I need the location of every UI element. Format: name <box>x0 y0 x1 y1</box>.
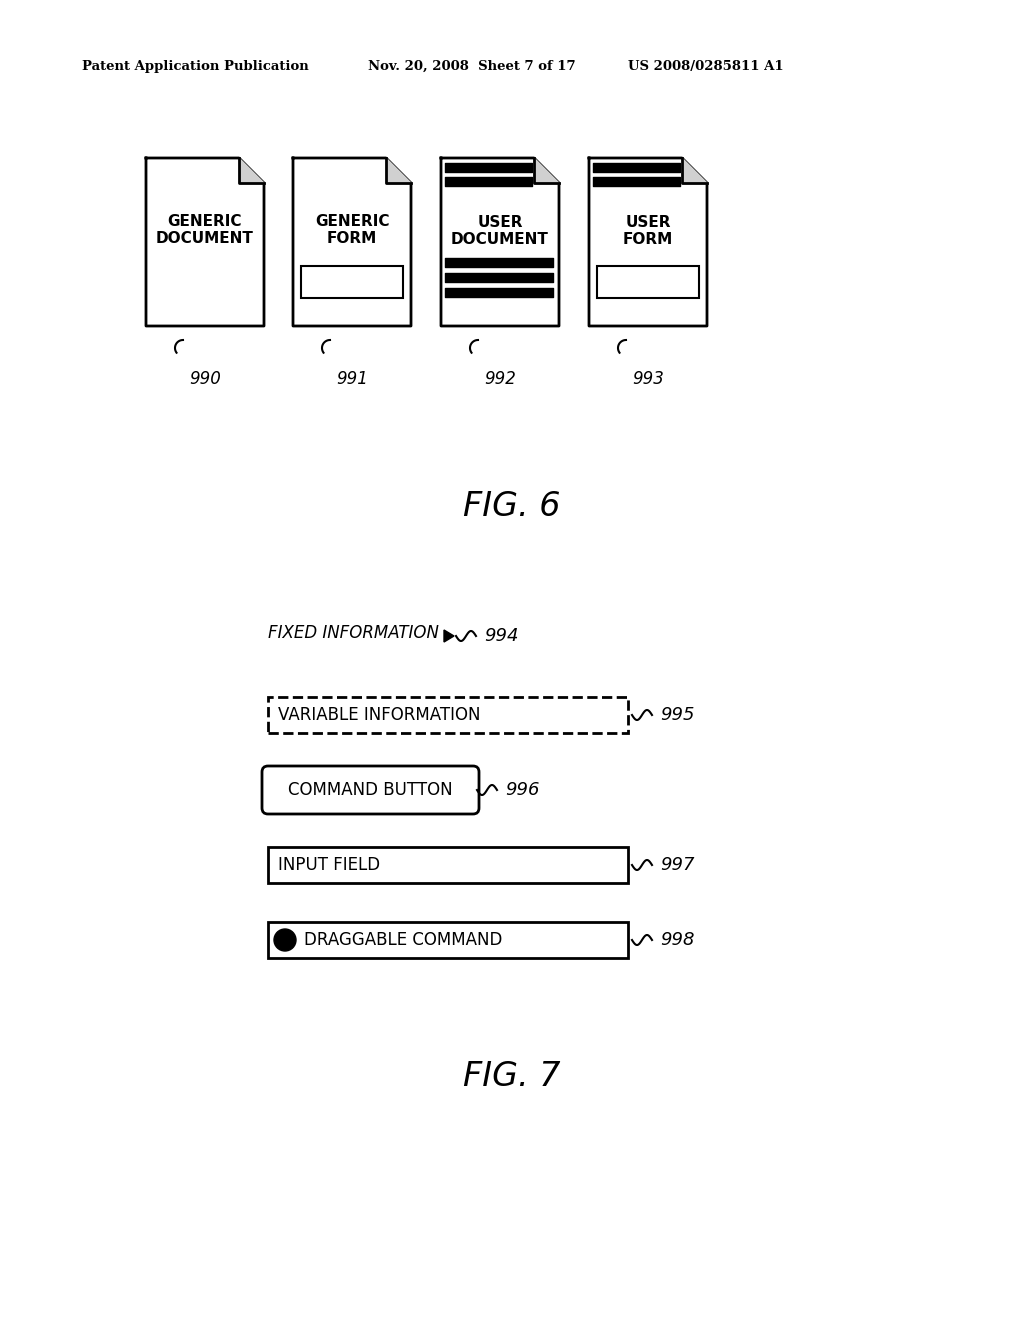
Polygon shape <box>386 158 411 183</box>
Text: 992: 992 <box>484 370 516 388</box>
Text: FIG. 6: FIG. 6 <box>463 490 561 523</box>
Text: Nov. 20, 2008  Sheet 7 of 17: Nov. 20, 2008 Sheet 7 of 17 <box>368 59 575 73</box>
Text: FIG. 7: FIG. 7 <box>463 1060 561 1093</box>
Polygon shape <box>441 158 559 326</box>
Text: DRAGGABLE COMMAND: DRAGGABLE COMMAND <box>304 931 503 949</box>
Polygon shape <box>534 158 559 183</box>
Polygon shape <box>239 158 264 183</box>
Text: USER
DOCUMENT: USER DOCUMENT <box>451 215 549 247</box>
Text: 990: 990 <box>189 370 221 388</box>
Text: GENERIC
FORM: GENERIC FORM <box>314 214 389 247</box>
Text: Patent Application Publication: Patent Application Publication <box>82 59 309 73</box>
Bar <box>597 267 699 298</box>
Text: 993: 993 <box>632 370 664 388</box>
Text: VARIABLE INFORMATION: VARIABLE INFORMATION <box>278 706 480 723</box>
Text: 995: 995 <box>660 706 694 723</box>
Text: US 2008/0285811 A1: US 2008/0285811 A1 <box>628 59 783 73</box>
Bar <box>268 921 628 958</box>
Text: USER
FORM: USER FORM <box>623 215 673 247</box>
Text: 998: 998 <box>660 931 694 949</box>
Text: 997: 997 <box>660 855 694 874</box>
Polygon shape <box>146 158 264 326</box>
Text: 996: 996 <box>505 781 540 799</box>
Polygon shape <box>293 158 411 326</box>
FancyBboxPatch shape <box>262 766 479 814</box>
Text: GENERIC
DOCUMENT: GENERIC DOCUMENT <box>156 214 254 247</box>
Polygon shape <box>682 158 707 183</box>
Polygon shape <box>589 158 707 326</box>
Bar <box>268 847 628 883</box>
Circle shape <box>274 929 296 950</box>
Text: 991: 991 <box>336 370 368 388</box>
Text: INPUT FIELD: INPUT FIELD <box>278 855 380 874</box>
Text: FIXED INFORMATION: FIXED INFORMATION <box>268 624 439 642</box>
Text: 994: 994 <box>484 627 518 645</box>
Text: COMMAND BUTTON: COMMAND BUTTON <box>288 781 453 799</box>
Bar <box>268 697 628 733</box>
Polygon shape <box>444 630 454 642</box>
Bar <box>301 267 403 298</box>
